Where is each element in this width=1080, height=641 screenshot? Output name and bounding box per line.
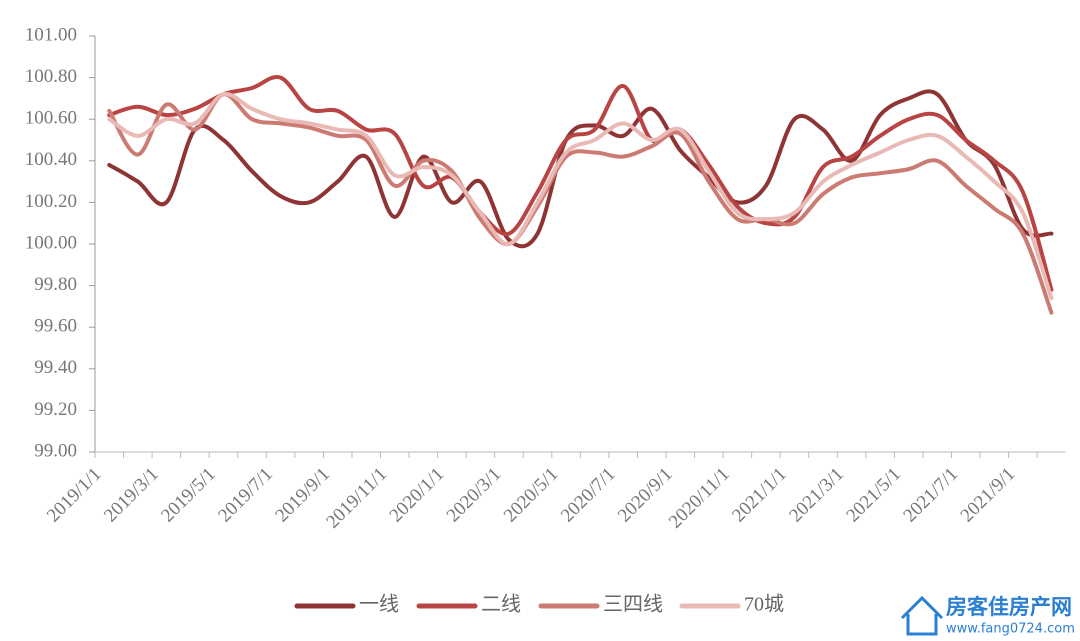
series-line xyxy=(107,92,1054,315)
y-tick-label: 100.40 xyxy=(25,149,77,170)
y-tick-label: 100.60 xyxy=(25,108,77,129)
y-tick-label: 100.20 xyxy=(25,191,77,212)
x-tick-label: 2020/3/1 xyxy=(443,464,506,527)
series-line xyxy=(107,92,1054,301)
x-tick-label: 2021/3/1 xyxy=(785,464,848,527)
x-tick-label: 2021/1/1 xyxy=(728,464,791,527)
x-tick-label: 2019/7/1 xyxy=(214,464,277,527)
x-tick-label: 2019/5/1 xyxy=(157,464,220,527)
legend-label: 一线 xyxy=(359,593,399,616)
legend-label: 二线 xyxy=(481,593,521,616)
x-tick-label: 2019/1/1 xyxy=(43,464,106,527)
x-tick-label: 2019/11/1 xyxy=(322,464,391,533)
legend: 一线 二线 三四线 70城 xyxy=(294,593,784,616)
x-tick-label: 2019/3/1 xyxy=(100,464,163,527)
x-tick-label: 2020/7/1 xyxy=(557,464,620,527)
y-tick-label: 99.00 xyxy=(34,440,77,461)
watermark-title: 房客佳房产网 xyxy=(946,595,1072,619)
series-line xyxy=(107,89,1054,249)
legend-label: 三四线 xyxy=(603,593,663,616)
x-tick-label: 2021/9/1 xyxy=(957,464,1020,527)
x-tick-label: 2021/7/1 xyxy=(899,464,962,527)
y-tick-label: 99.80 xyxy=(34,274,77,295)
y-tick-label: 99.60 xyxy=(34,316,77,337)
watermark-icon xyxy=(900,595,944,636)
y-tick-label: 100.80 xyxy=(25,66,77,87)
x-tick-label: 2020/1/1 xyxy=(386,464,449,527)
legend-label: 70城 xyxy=(744,593,784,616)
y-tick-label: 99.20 xyxy=(34,399,77,420)
x-tick-label: 2020/5/1 xyxy=(500,464,563,527)
y-tick-label: 99.40 xyxy=(34,357,77,378)
watermark-url: www.fang0724.com xyxy=(946,622,1075,637)
y-tick-label: 100.00 xyxy=(25,232,77,253)
y-tick-label: 101.00 xyxy=(25,24,77,45)
x-tick-label: 2021/5/1 xyxy=(842,464,905,527)
x-tick-label: 2020/11/1 xyxy=(665,464,734,533)
series-line xyxy=(107,74,1054,292)
watermark: 房客佳房产网 www.fang0724.com xyxy=(900,595,1075,637)
